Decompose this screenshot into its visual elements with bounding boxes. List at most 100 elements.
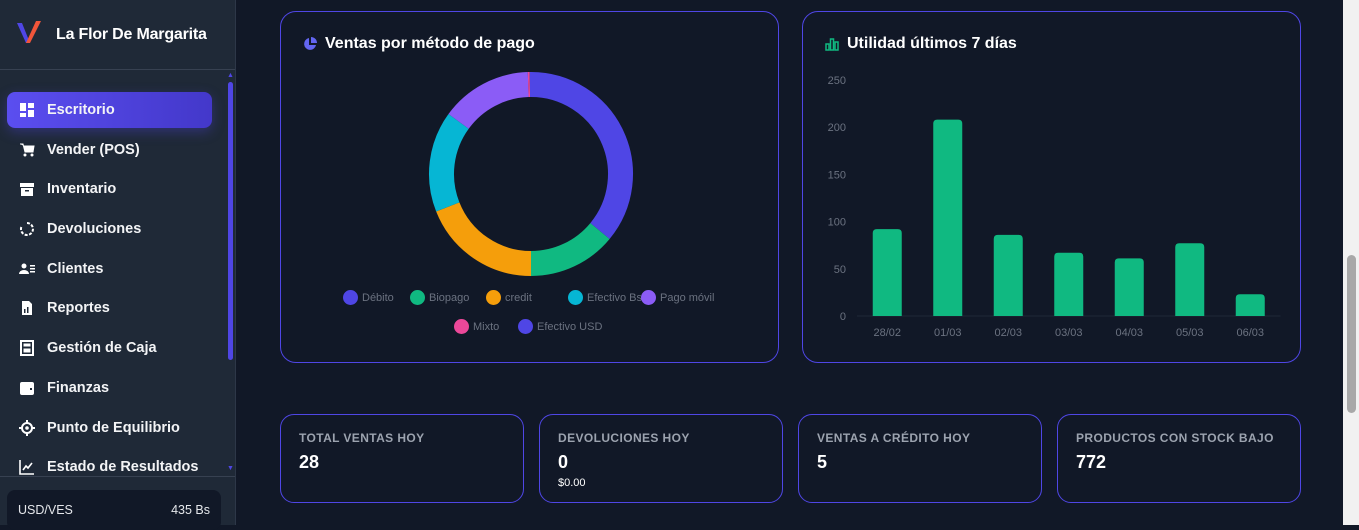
cart-icon (19, 142, 35, 158)
x-tick-label: 05/03 (1176, 327, 1204, 339)
rate-value: 435 Bs (171, 503, 210, 517)
bar-01/03[interactable] (933, 120, 962, 316)
donut-slice-credit[interactable] (448, 207, 531, 264)
sidebar-item-clientes[interactable]: Clientes (7, 251, 212, 287)
legend-item[interactable]: Efectivo USD (518, 319, 602, 334)
sidebar-item-punto-de-equilibrio[interactable]: Punto de Equilibrio (7, 410, 212, 446)
stat-card-productos-con-stock-bajo: PRODUCTOS CON STOCK BAJO 772 (1057, 414, 1301, 503)
bar-06/03[interactable] (1236, 294, 1265, 316)
sidebar-item-label: Finanzas (47, 380, 109, 396)
sidebar-item-finanzas[interactable]: Finanzas (7, 370, 212, 406)
sidebar-item-devoluciones[interactable]: Devoluciones (7, 211, 212, 247)
page-scroll-thumb[interactable] (1347, 255, 1356, 413)
target-icon (19, 420, 35, 436)
y-tick-label: 250 (828, 75, 846, 87)
sidebar: La Flor De Margarita Escritorio Vender (P… (0, 0, 236, 525)
legend-item[interactable]: Pago móvil (641, 290, 714, 305)
legend-label: Efectivo Bs (587, 292, 642, 304)
legend-label: Efectivo USD (537, 321, 602, 333)
legend-label: Mixto (473, 321, 499, 333)
stat-card-total-ventas-hoy: TOTAL VENTAS HOY 28 (280, 414, 524, 503)
donut-chart (281, 12, 780, 364)
sidebar-scrollbar[interactable] (228, 82, 233, 360)
stat-value: 772 (1076, 452, 1282, 473)
sidebar-nav: Escritorio Vender (POS) Inventario Devoluci… (7, 92, 212, 489)
sidebar-item-estado-de-resultados[interactable]: Estado de Resultados (7, 449, 212, 485)
sidebar-item-gesti-n-de-caja[interactable]: Gestión de Caja (7, 330, 212, 366)
donut-slice-biopago[interactable] (531, 231, 600, 263)
x-tick-label: 01/03 (934, 327, 962, 339)
sidebar-item-label: Reportes (47, 300, 110, 316)
stat-value: 28 (299, 452, 505, 473)
bar-05/03[interactable] (1175, 243, 1204, 316)
sidebar-divider (0, 476, 235, 477)
sidebar-item-label: Inventario (47, 181, 116, 197)
stat-label: TOTAL VENTAS HOY (299, 431, 505, 445)
exchange-rate: USD/VES 435 Bs (7, 490, 221, 530)
legend-swatch (641, 290, 656, 305)
legend-label: credit (505, 292, 532, 304)
rate-label: USD/VES (18, 503, 73, 517)
sidebar-item-label: Estado de Resultados (47, 459, 198, 475)
legend-swatch (454, 319, 469, 334)
x-tick-label: 04/03 (1115, 327, 1143, 339)
y-tick-label: 150 (828, 169, 846, 181)
sidebar-item-label: Devoluciones (47, 221, 141, 237)
bar-03/03[interactable] (1054, 253, 1083, 316)
donut-slice-d-bito[interactable] (531, 85, 621, 232)
legend-swatch (518, 319, 533, 334)
bar-02/03[interactable] (994, 235, 1023, 316)
x-tick-label: 03/03 (1055, 327, 1083, 339)
legend-item[interactable]: Débito (343, 290, 394, 305)
sidebar-item-label: Clientes (47, 261, 103, 277)
sidebar-item-label: Vender (POS) (47, 142, 140, 158)
x-tick-label: 06/03 (1236, 327, 1264, 339)
stat-label: PRODUCTOS CON STOCK BAJO (1076, 431, 1282, 445)
sidebar-item-inventario[interactable]: Inventario (7, 171, 212, 207)
legend-item[interactable]: Biopago (410, 290, 469, 305)
legend-item[interactable]: Mixto (454, 319, 499, 334)
logo-icon (16, 19, 42, 50)
legend-label: Pago móvil (660, 292, 714, 304)
legend-item[interactable]: Efectivo Bs (568, 290, 642, 305)
sidebar-item-reportes[interactable]: Reportes (7, 290, 212, 326)
legend-label: Biopago (429, 292, 469, 304)
refresh-icon (19, 221, 35, 237)
y-tick-label: 50 (834, 264, 846, 276)
brand-name: La Flor De Margarita (56, 26, 207, 44)
y-tick-label: 0 (840, 311, 846, 323)
stat-value: 5 (817, 452, 1023, 473)
legend-swatch (343, 290, 358, 305)
legend-swatch (410, 290, 425, 305)
sidebar-item-label: Gestión de Caja (47, 340, 157, 356)
archive-icon (19, 181, 35, 197)
report-file-icon (19, 300, 35, 316)
stat-card-ventas-a-cr-dito-hoy: VENTAS A CRÉDITO HOY 5 (798, 414, 1042, 503)
y-tick-label: 200 (828, 122, 846, 134)
calculator-icon (19, 340, 35, 356)
stat-label: VENTAS A CRÉDITO HOY (817, 431, 1023, 445)
brand[interactable]: La Flor De Margarita (0, 0, 235, 70)
bar-28/02[interactable] (873, 229, 902, 316)
stat-value: 0 (558, 452, 764, 473)
legend-label: Débito (362, 292, 394, 304)
dashboard-icon (19, 102, 35, 118)
sidebar-item-label: Punto de Equilibrio (47, 420, 180, 436)
donut-slice-pago-m-vil[interactable] (459, 85, 529, 122)
sidebar-item-escritorio[interactable]: Escritorio (7, 92, 212, 128)
y-tick-label: 100 (828, 217, 846, 229)
legend-swatch (486, 290, 501, 305)
bar-04/03[interactable] (1115, 258, 1144, 316)
sidebar-item-vender-pos[interactable]: Vender (POS) (7, 132, 212, 168)
users-list-icon (19, 261, 35, 277)
legend-item[interactable]: credit (486, 290, 532, 305)
sidebar-item-label: Escritorio (47, 102, 115, 118)
donut-slice-efectivo-bs[interactable] (442, 121, 459, 207)
scroll-down-arrow[interactable]: ▼ (227, 465, 234, 472)
stat-subvalue: $0.00 (558, 477, 764, 489)
scroll-up-arrow[interactable]: ▲ (227, 72, 234, 79)
